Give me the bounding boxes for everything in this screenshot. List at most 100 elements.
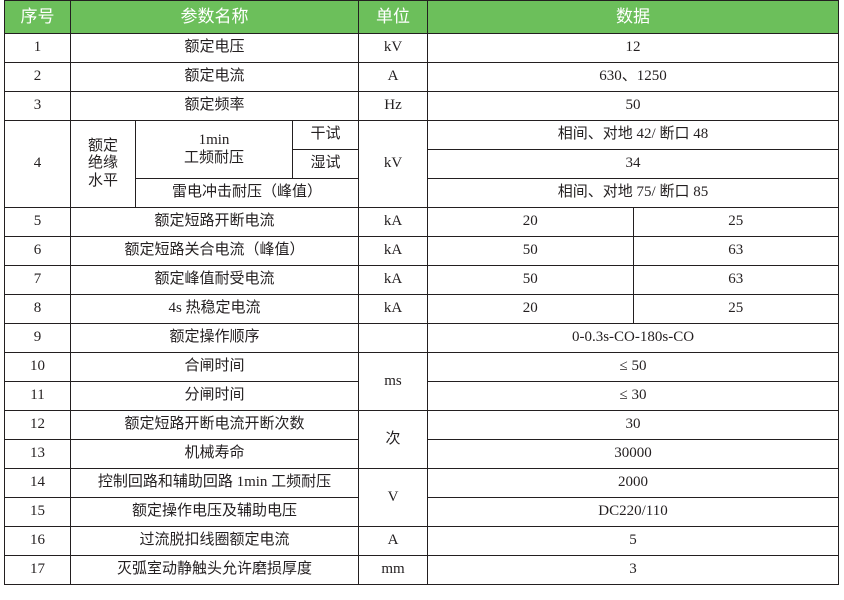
lightning-impulse-label: 雷电冲击耐压（峰值） — [135, 178, 359, 208]
header-row: 序号 参数名称 单位 数据 — [4, 0, 839, 34]
row-data: 34 — [427, 149, 839, 179]
row-data: ≤ 50 — [427, 352, 839, 382]
insulation-label-line-1: 额定 — [87, 138, 118, 155]
row-param-name: 过流脱扣线圈额定电流 — [70, 526, 359, 556]
table-row: 3 额定频率 Hz 50 — [4, 91, 839, 121]
table-row: 14 控制回路和辅助回路 1min 工频耐压 V 2000 — [4, 468, 839, 527]
table-row: 11 分闸时间 ≤ 30 — [4, 381, 839, 411]
table-row: 7 额定峰值耐受电流 kA 50 63 — [4, 265, 839, 295]
row-no: 4 — [4, 120, 71, 208]
row-unit — [358, 323, 428, 353]
row-data: 相间、对地 42/ 断口 48 — [427, 120, 839, 150]
table-row: 16 过流脱扣线圈额定电流 A 5 — [4, 526, 839, 556]
row-unit: V — [358, 468, 428, 527]
row-no: 7 — [4, 265, 71, 295]
column-header-data: 数据 — [427, 0, 839, 34]
row-data: 30000 — [427, 439, 839, 469]
row-param-name: 机械寿命 — [70, 439, 359, 469]
wet-test-label: 湿试 — [292, 149, 359, 179]
row-data: 2000 — [427, 468, 839, 498]
table-header: 序号 参数名称 单位 数据 — [4, 0, 839, 34]
row-param-name: 额定操作电压及辅助电压 — [70, 497, 359, 527]
row-data-right: 25 — [632, 294, 839, 324]
pf-label-line-2: 工频耐压 — [183, 149, 244, 166]
row-param-name: 灭弧室动静触头允许磨损厚度 — [70, 555, 359, 585]
row-no: 17 — [4, 555, 71, 585]
row-unit: A — [358, 526, 428, 556]
insulation-label-line-3: 水平 — [87, 172, 118, 189]
row-data-left: 20 — [427, 294, 634, 324]
row-unit: kA — [358, 265, 428, 295]
row-param-name: 控制回路和辅助回路 1min 工频耐压 — [70, 468, 359, 498]
row-param-name: 额定短路开断电流开断次数 — [70, 410, 359, 440]
row-no: 3 — [4, 91, 71, 121]
row-data-right: 25 — [632, 207, 839, 237]
row-param-name: 额定电压 — [70, 33, 359, 63]
pf-label-line-1: 1min — [198, 132, 230, 149]
table-row: 8 4s 热稳定电流 kA 20 25 — [4, 294, 839, 324]
table-row: 4 额定 绝缘 水平 1min 工频耐压 干试 kV 相间、对地 42/ 断口 … — [4, 120, 839, 208]
row-data-left: 50 — [427, 265, 634, 295]
row-param-name: 额定电流 — [70, 62, 359, 92]
row-no: 9 — [4, 323, 71, 353]
table-row: 13 机械寿命 30000 — [4, 439, 839, 469]
table-row: 17 灭弧室动静触头允许磨损厚度 mm 3 — [4, 555, 839, 585]
row-param-name: 合闸时间 — [70, 352, 359, 382]
table-row: 1 额定电压 kV 12 — [4, 33, 839, 63]
row-no: 15 — [4, 497, 71, 527]
row-data: 630、1250 — [427, 62, 839, 92]
row-param-name: 4s 热稳定电流 — [70, 294, 359, 324]
row-unit: ms — [358, 352, 428, 411]
row-data: 50 — [427, 91, 839, 121]
row-param-name: 额定操作顺序 — [70, 323, 359, 353]
column-header-name: 参数名称 — [70, 0, 359, 34]
table-row: 15 额定操作电压及辅助电压 DC220/110 — [4, 497, 839, 527]
row-data: ≤ 30 — [427, 381, 839, 411]
row-no: 10 — [4, 352, 71, 382]
row-param-name: 额定峰值耐受电流 — [70, 265, 359, 295]
row-data: 相间、对地 75/ 断口 85 — [427, 178, 839, 208]
row-no: 2 — [4, 62, 71, 92]
row-data: 30 — [427, 410, 839, 440]
row-no: 13 — [4, 439, 71, 469]
table-row: 2 额定电流 A 630、1250 — [4, 62, 839, 92]
insulation-label-line-2: 绝缘 — [87, 155, 118, 172]
row-param-name: 分闸时间 — [70, 381, 359, 411]
row-unit: kV — [358, 120, 428, 208]
row-no: 1 — [4, 33, 71, 63]
row-no: 5 — [4, 207, 71, 237]
row-unit: kA — [358, 207, 428, 237]
row-unit: kV — [358, 33, 428, 63]
row-data: 3 — [427, 555, 839, 585]
row-data: 12 — [427, 33, 839, 63]
row-data: 5 — [427, 526, 839, 556]
row-data-left: 50 — [427, 236, 634, 266]
row-data-right: 63 — [632, 265, 839, 295]
row-no: 16 — [4, 526, 71, 556]
table-row: 5 额定短路开断电流 kA 20 25 — [4, 207, 839, 237]
row-param-name: 额定短路开断电流 — [70, 207, 359, 237]
row-unit: kA — [358, 294, 428, 324]
table-row: 10 合闸时间 ms ≤ 50 — [4, 352, 839, 411]
row-data: DC220/110 — [427, 497, 839, 527]
row-unit: 次 — [358, 410, 428, 469]
table-row: 湿试 34 — [5, 149, 839, 179]
row-param-name: 额定短路关合电流（峰值） — [70, 236, 359, 266]
column-header-unit: 单位 — [358, 0, 428, 34]
table-row: 雷电冲击耐压（峰值） 相间、对地 75/ 断口 85 — [5, 178, 839, 208]
table-row: 9 额定操作顺序 0-0.3s-CO-180s-CO — [4, 323, 839, 353]
specification-table: 序号 参数名称 单位 数据 1 额定电压 kV 12 2 额定电流 A 630、… — [4, 0, 839, 585]
table-body: 1 额定电压 kV 12 2 额定电流 A 630、1250 3 额定频率 Hz… — [4, 33, 839, 585]
row-param-name: 额定频率 — [70, 91, 359, 121]
row-data: 0-0.3s-CO-180s-CO — [427, 323, 839, 353]
dry-test-label: 干试 — [292, 120, 359, 150]
row-no: 12 — [4, 410, 71, 440]
row-unit: Hz — [358, 91, 428, 121]
row-no: 8 — [4, 294, 71, 324]
row-unit: A — [358, 62, 428, 92]
row-data-right: 63 — [632, 236, 839, 266]
column-header-no: 序号 — [4, 0, 71, 34]
row-no: 14 — [4, 468, 71, 498]
table-row: 6 额定短路关合电流（峰值） kA 50 63 — [4, 236, 839, 266]
row-no: 11 — [4, 381, 71, 411]
